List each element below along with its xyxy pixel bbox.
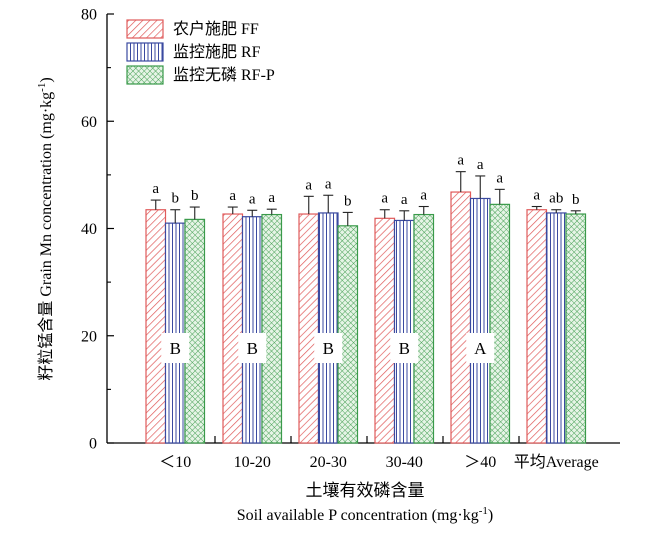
significance-letter: a (401, 192, 408, 208)
bar (393, 219, 415, 444)
bar (241, 216, 263, 444)
bar (565, 213, 587, 444)
significance-letter: b (344, 193, 352, 209)
group-letter: B (247, 339, 258, 358)
bars-layer (145, 171, 587, 444)
significance-letter: a (381, 191, 388, 207)
bar (450, 191, 472, 444)
group-letter-box (466, 333, 495, 363)
significance-letter: b (191, 188, 199, 204)
significance-letter: ab (549, 191, 563, 207)
bar (526, 209, 548, 444)
group-letter-box (238, 333, 267, 363)
group-letter: B (399, 339, 410, 358)
x-axis-title-cn: 土壤有效磷含量 (306, 480, 425, 500)
group-letter-box (314, 333, 343, 363)
significance-letter: b (572, 192, 580, 208)
bar (184, 218, 206, 444)
significance-letter: a (229, 188, 236, 204)
bar (469, 197, 491, 444)
bar (261, 213, 283, 444)
y-tick-label: 40 (81, 221, 97, 238)
significance-letter: a (420, 188, 427, 204)
y-tick-label: 0 (89, 436, 97, 453)
bar (545, 212, 567, 444)
bar (222, 213, 244, 444)
x-category-label: ＞40 (464, 454, 496, 471)
y-tick-label: 80 (81, 7, 97, 24)
x-category-label: 10-20 (234, 454, 271, 471)
group-letter-box (390, 333, 419, 363)
significance-letter: a (249, 191, 256, 207)
group-letter: A (474, 339, 487, 358)
axes: 0 20 40 60 80 ＜10 10-20 20-30 30-40 ＞40 平均Average 土… (36, 7, 620, 524)
significance-letter: a (305, 177, 312, 193)
significance-letter: a (152, 181, 159, 197)
legend-swatch (126, 65, 164, 85)
x-category-label: 20-30 (310, 454, 347, 471)
legend-label: 监控施肥 RF (173, 43, 261, 61)
x-axis-title-en: Soil available P concentration (mg·kg-1) (237, 505, 494, 524)
x-category-label: 30-40 (386, 454, 423, 471)
bar (489, 203, 511, 444)
legend-swatch (126, 19, 164, 39)
legend-label: 农户施肥 FF (173, 20, 259, 38)
significance-letter: a (477, 157, 484, 173)
y-tick-label: 20 (81, 328, 97, 345)
bar (413, 213, 435, 444)
significance-letter: a (533, 188, 540, 204)
bar (298, 213, 320, 444)
bar (145, 209, 167, 444)
y-axis-title: 籽粒锰含量 Grain Mn concentration (mg·kg-1) (36, 77, 55, 380)
significance-letter: b (172, 191, 180, 207)
legend-swatch (126, 42, 164, 62)
bar (374, 217, 396, 444)
y-tick-label: 60 (81, 114, 97, 131)
x-category-label: ＜10 (159, 454, 191, 471)
significance-letter: a (268, 190, 275, 206)
legend-label: 监控无磷 RF-P (173, 66, 275, 84)
group-letter-box (161, 333, 190, 363)
x-category-label: 平均Average (514, 453, 599, 471)
bar (317, 212, 339, 444)
group-letter: B (323, 339, 334, 358)
significance-letter: a (496, 170, 503, 186)
significance-letter: a (457, 153, 464, 169)
significance-letter: a (325, 176, 332, 192)
group-letter: B (170, 339, 181, 358)
legend: 农户施肥 FF 监控施肥 RF 监控无磷 RF-P (126, 19, 275, 85)
